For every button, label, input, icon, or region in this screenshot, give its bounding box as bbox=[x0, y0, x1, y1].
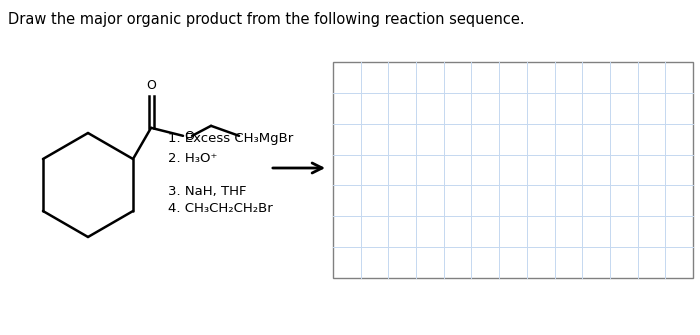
Text: 3. NaH, THF: 3. NaH, THF bbox=[168, 185, 246, 198]
Text: Draw the major organic product from the following reaction sequence.: Draw the major organic product from the … bbox=[8, 12, 524, 27]
Text: 4. CH₃CH₂CH₂Br: 4. CH₃CH₂CH₂Br bbox=[168, 202, 273, 215]
Text: O: O bbox=[184, 130, 194, 143]
Text: O: O bbox=[146, 79, 156, 92]
Bar bbox=[333, 62, 693, 278]
Text: 1. Excess CH₃MgBr: 1. Excess CH₃MgBr bbox=[168, 132, 293, 145]
Text: 2. H₃O⁺: 2. H₃O⁺ bbox=[168, 152, 218, 165]
